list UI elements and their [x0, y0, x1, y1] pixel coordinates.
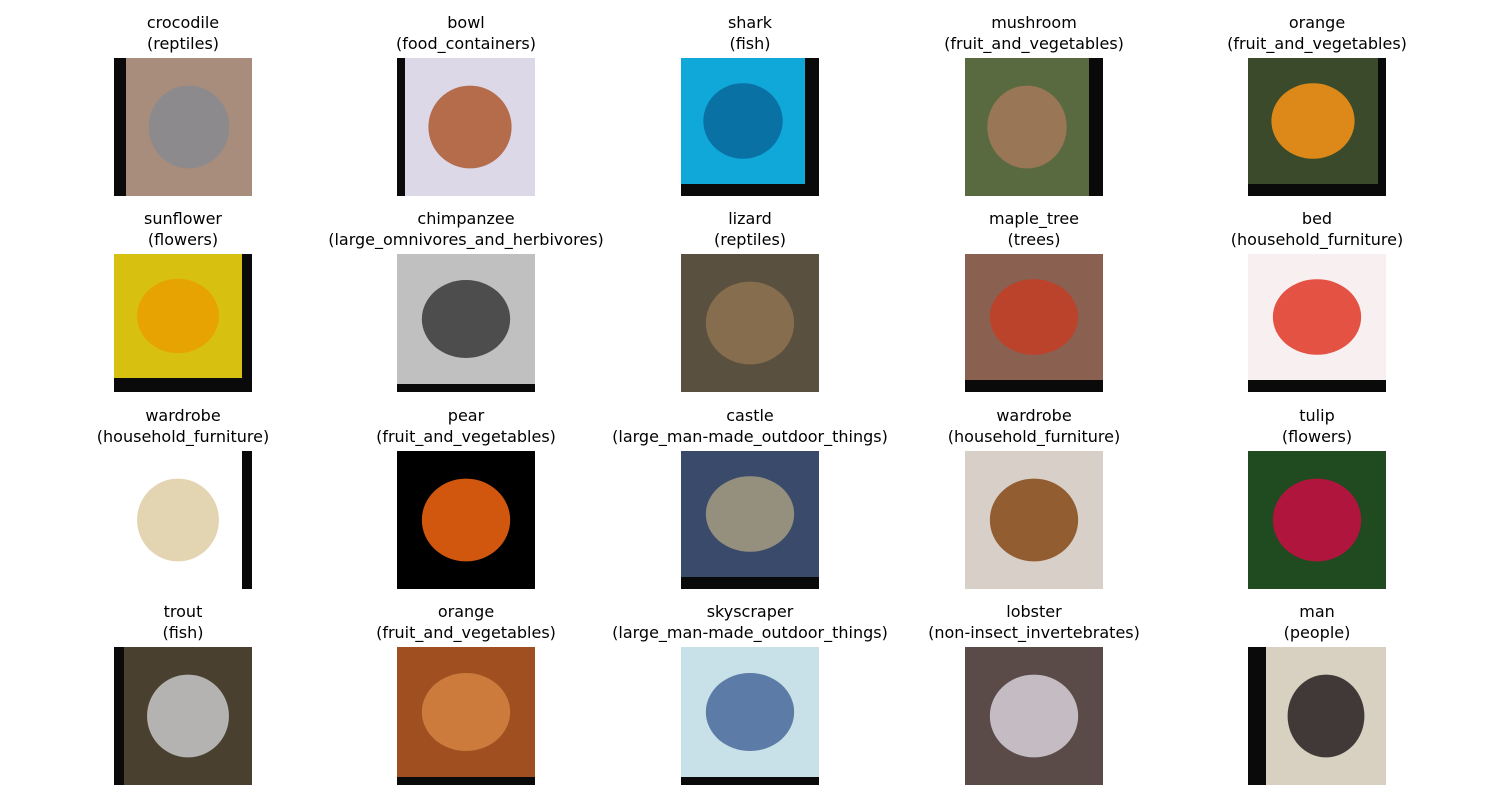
image-superclass: (large_omnivores_and_herbivores)	[328, 230, 604, 250]
image-label: orange	[438, 602, 494, 621]
image-label: shark	[728, 13, 773, 32]
image-label: bowl	[447, 13, 484, 32]
image-superclass: (household_furniture)	[1231, 230, 1403, 250]
image-subject	[421, 478, 511, 562]
image-superclass: (people)	[1284, 623, 1351, 642]
image-label: castle	[726, 406, 774, 425]
image-label: crocodile	[147, 13, 219, 32]
image-subject	[1271, 83, 1355, 159]
image-tile	[114, 254, 252, 392]
image-superclass: (large_man-made_outdoor_things)	[612, 427, 888, 447]
image-subject	[989, 478, 1079, 562]
image-tile	[681, 254, 819, 392]
image-tile	[114, 647, 252, 785]
image-subject	[705, 281, 795, 365]
image-subject	[428, 85, 512, 169]
image-label: wardrobe	[996, 406, 1071, 425]
image-subject	[1272, 279, 1362, 355]
image-superclass: (flowers)	[148, 230, 218, 249]
image-subject	[137, 278, 219, 354]
image-tile	[1248, 647, 1386, 785]
image-label: lobster	[1006, 602, 1062, 621]
image-subject	[705, 673, 795, 751]
image-label: lizard	[728, 209, 772, 228]
image-label: skyscraper	[707, 602, 794, 621]
image-subject	[1272, 478, 1362, 562]
image-tile	[681, 58, 819, 196]
image-label: chimpanzee	[417, 209, 514, 228]
image-superclass: (fruit_and_vegetables)	[944, 34, 1124, 54]
image-tile	[965, 451, 1103, 589]
image-superclass: (fish)	[162, 623, 203, 642]
image-tile	[1248, 254, 1386, 392]
image-superclass: (food_containers)	[396, 34, 536, 54]
image-subject	[705, 476, 795, 552]
image-label: tulip	[1299, 406, 1334, 425]
image-superclass: (fish)	[729, 34, 770, 53]
image-tile	[681, 647, 819, 785]
image-superclass: (household_furniture)	[948, 427, 1120, 447]
image-subject	[987, 85, 1067, 169]
image-superclass: (flowers)	[1282, 427, 1352, 446]
image-subject	[421, 280, 511, 358]
image-subject	[989, 674, 1079, 758]
image-tile	[397, 254, 535, 392]
image-label: bed	[1302, 209, 1332, 228]
image-superclass: (large_man-made_outdoor_things)	[612, 623, 888, 643]
image-subject	[148, 85, 230, 169]
image-superclass: (fruit_and_vegetables)	[1227, 34, 1407, 54]
image-label: pear	[448, 406, 485, 425]
image-tile	[1248, 58, 1386, 196]
image-tile	[114, 58, 252, 196]
image-label: mushroom	[991, 13, 1077, 32]
image-superclass: (household_furniture)	[97, 427, 269, 447]
image-subject	[703, 83, 783, 159]
image-subject	[989, 279, 1079, 355]
image-label: trout	[164, 602, 203, 621]
image-subject	[421, 673, 511, 751]
image-superclass: (fruit_and_vegetables)	[376, 623, 556, 643]
image-superclass: (non-insect_invertebrates)	[928, 623, 1140, 643]
image-label: maple_tree	[989, 209, 1079, 229]
image-label: sunflower	[144, 209, 222, 228]
image-superclass: (fruit_and_vegetables)	[376, 427, 556, 447]
image-tile	[681, 451, 819, 589]
image-tile	[397, 451, 535, 589]
image-label: wardrobe	[145, 406, 220, 425]
image-tile	[965, 254, 1103, 392]
image-label: orange	[1289, 13, 1345, 32]
image-tile	[397, 58, 535, 196]
image-tile	[1248, 451, 1386, 589]
image-tile	[965, 647, 1103, 785]
image-subject	[147, 674, 229, 758]
image-superclass: (trees)	[1007, 230, 1060, 249]
image-tile	[965, 58, 1103, 196]
image-tile	[397, 647, 535, 785]
image-superclass: (reptiles)	[147, 34, 219, 53]
image-superclass: (reptiles)	[714, 230, 786, 249]
image-label: man	[1299, 602, 1335, 621]
image-tile	[114, 451, 252, 589]
image-subject	[137, 478, 219, 562]
image-subject	[1287, 674, 1365, 758]
